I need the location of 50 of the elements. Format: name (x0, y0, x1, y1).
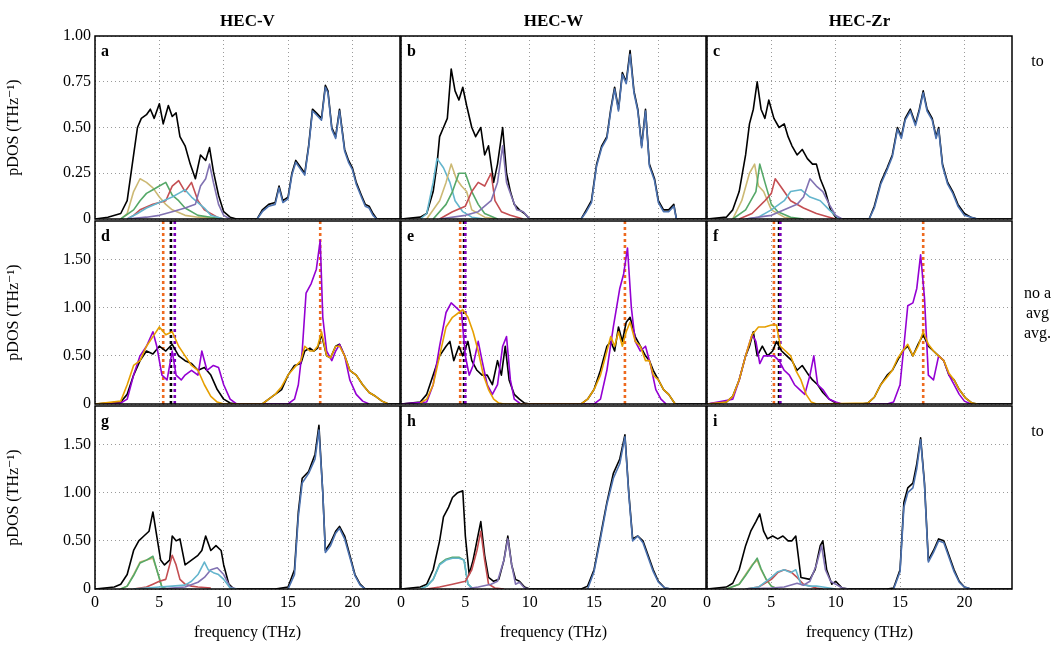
annotation: f (713, 227, 719, 244)
y-tick-label: 0.75 (63, 71, 91, 89)
x-tick-label: 20 (344, 592, 361, 610)
x-tick-label: 15 (892, 592, 909, 610)
x-axis-title: frequency (THz) (193, 622, 302, 641)
y-tick-label: 0 (83, 579, 91, 597)
chart-title: HEC-V (220, 11, 276, 30)
annotation: b (407, 42, 416, 59)
y-tick-label: 0.50 (63, 117, 91, 135)
y-axis-title: pDOS (THz⁻¹) (3, 449, 22, 546)
y-tick-label: 1.00 (63, 297, 91, 315)
annotation: a (101, 42, 109, 59)
x-tick-label: 20 (650, 592, 667, 610)
y-tick-label: 0.50 (63, 531, 91, 549)
y-tick-label: 0.25 (63, 163, 91, 181)
annotation: d (101, 227, 110, 244)
x-tick-label: 5 (155, 592, 164, 610)
y-axis-title: pDOS (THz⁻¹) (3, 79, 22, 176)
x-tick-label: 0 (703, 592, 711, 610)
annotation: e (407, 227, 415, 244)
chart-title: HEC-Zr (828, 11, 891, 30)
y-tick-label: 0.50 (63, 346, 91, 364)
x-tick-label: 0 (397, 592, 405, 610)
text: avg. (1023, 323, 1052, 342)
y-tick-label: 0 (83, 209, 91, 227)
x-tick-label: 10 (827, 592, 844, 610)
x-tick-label: 20 (956, 592, 973, 610)
y-tick-label: 0 (83, 394, 91, 412)
text: no a (1023, 283, 1052, 301)
y-tick-label: 1.50 (63, 434, 91, 452)
x-tick-label: 15 (280, 592, 297, 610)
annotation: h (407, 412, 416, 429)
annotation: g (101, 412, 109, 430)
annotation: c (713, 42, 721, 59)
x-tick-label: 5 (767, 592, 776, 610)
text: avg (1025, 303, 1050, 322)
text: to (1031, 52, 1044, 69)
x-axis-title: frequency (THz) (499, 622, 608, 641)
y-tick-label: 1.00 (63, 482, 91, 500)
x-tick-label: 15 (586, 592, 603, 610)
y-tick-label: 1.50 (63, 249, 91, 267)
x-tick-label: 5 (461, 592, 470, 610)
annotation: i (713, 412, 718, 429)
x-axis-title: frequency (THz) (805, 622, 914, 641)
x-tick-label: 10 (215, 592, 232, 610)
y-axis-title: pDOS (THz⁻¹) (3, 264, 22, 361)
chart-title: HEC-W (523, 11, 584, 30)
x-tick-label: 10 (521, 592, 538, 610)
y-tick-label: 1.00 (63, 26, 91, 44)
text: to (1031, 422, 1044, 439)
